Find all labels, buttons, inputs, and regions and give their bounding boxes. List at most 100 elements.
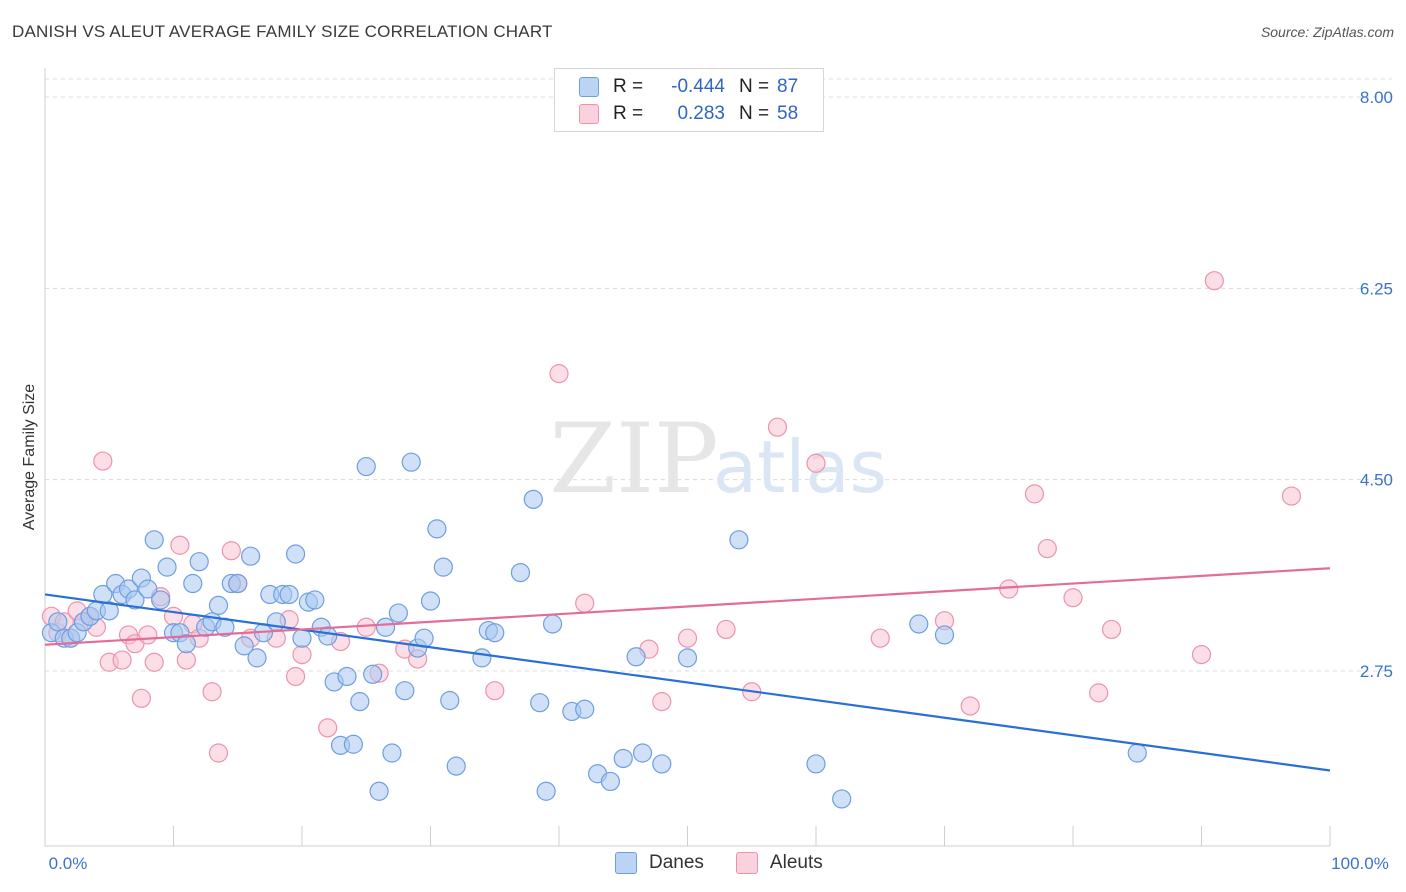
point-aleuts [485,681,505,701]
point-danes [472,648,492,668]
point-danes [523,489,543,509]
y-tick-label: 2.75 [1360,662,1393,681]
point-danes [279,584,299,605]
point-aleuts [93,451,113,471]
point-danes [157,557,177,577]
legend-item-danes[interactable]: Danes [615,852,704,874]
trend-line-danes [44,593,1331,772]
point-aleuts [144,652,164,672]
point-danes [48,612,68,632]
correlation-legend: R = -0.444 N = 87 R = 0.283 N = 58 [554,68,824,132]
legend-n-label: N = [739,103,770,124]
point-danes [138,579,158,599]
point-aleuts [960,696,980,716]
point-danes [356,456,376,477]
point-danes [401,452,421,472]
point-aleuts [806,453,826,473]
point-danes [241,546,261,566]
point-danes [613,748,633,769]
point-aleuts [575,593,595,613]
series-aleuts-points [41,271,1302,763]
y-tick-labels: 2.75 4.50 6.25 8.00 [1360,88,1393,681]
legend-r-value: -0.444 [671,76,725,97]
point-danes [536,781,556,801]
point-danes [542,614,563,634]
point-aleuts [131,688,151,708]
legend-n-value: 58 [777,103,799,124]
point-aleuts [716,619,736,640]
series-danes-points [41,452,1147,809]
point-aleuts [285,666,306,687]
legend-label-aleuts: Aleuts [769,852,823,873]
point-danes [369,781,389,801]
point-aleuts [870,628,890,648]
point-aleuts [1063,588,1083,608]
point-aleuts [1101,619,1122,640]
legend-row-danes: R = -0.444 N = 87 [579,76,798,98]
point-danes [234,636,254,656]
point-aleuts [1281,486,1302,506]
point-danes [440,690,460,711]
point-aleuts [677,628,698,648]
point-aleuts [356,617,376,637]
point-danes [626,647,646,667]
point-danes [183,573,203,594]
legend-n-label: N = [739,76,770,97]
point-danes [318,626,338,646]
point-aleuts [549,364,569,384]
point-danes [600,771,621,792]
point-danes [285,544,306,564]
point-aleuts [1024,484,1045,504]
x-tick-label-min: 0.0% [49,854,88,873]
point-aleuts [1089,683,1109,703]
legend-swatch-danes [615,852,637,874]
point-danes [144,530,164,550]
point-danes [806,754,826,774]
point-danes [677,648,698,668]
point-aleuts [138,625,158,645]
point-danes [446,756,466,776]
point-danes [305,590,325,610]
legend-swatch-aleuts [735,852,758,874]
point-danes [934,625,955,645]
point-danes [125,590,145,610]
legend-item-aleuts[interactable]: Aleuts [735,852,823,874]
point-danes [382,743,402,763]
point-danes [510,562,531,583]
point-danes [433,557,453,577]
point-aleuts [318,718,338,738]
point-aleuts [292,644,312,665]
point-danes [530,693,550,713]
point-danes [395,681,415,701]
source-label: Source: ZipAtlas.com [1260,24,1394,40]
point-danes [363,664,383,684]
point-danes [176,634,196,654]
point-aleuts [1037,538,1057,559]
point-danes [388,603,408,623]
point-danes [343,734,363,754]
point-danes [427,519,447,539]
point-danes [420,591,441,611]
trend-lines [44,567,1331,772]
point-danes [832,789,852,809]
point-aleuts [767,417,788,437]
point-aleuts [221,541,241,561]
series-legend: Danes Aleuts [615,852,855,874]
legend-r-value: 0.283 [677,103,725,124]
point-danes [632,743,653,763]
x-ticks [44,826,1331,846]
point-danes [208,595,229,616]
y-tick-label: 8.00 [1360,88,1393,107]
point-danes [652,754,672,774]
y-tick-label: 4.50 [1360,471,1393,490]
point-aleuts [176,650,196,670]
legend-swatch-aleuts [579,104,599,124]
point-aleuts [1191,644,1212,665]
watermark: ZIP atlas [549,403,887,515]
watermark-atlas: atlas [713,425,887,509]
point-danes [247,648,267,668]
legend-row-aleuts: R = 0.283 N = 58 [579,103,798,125]
point-danes [337,666,357,687]
watermark-zip: ZIP [549,403,718,515]
